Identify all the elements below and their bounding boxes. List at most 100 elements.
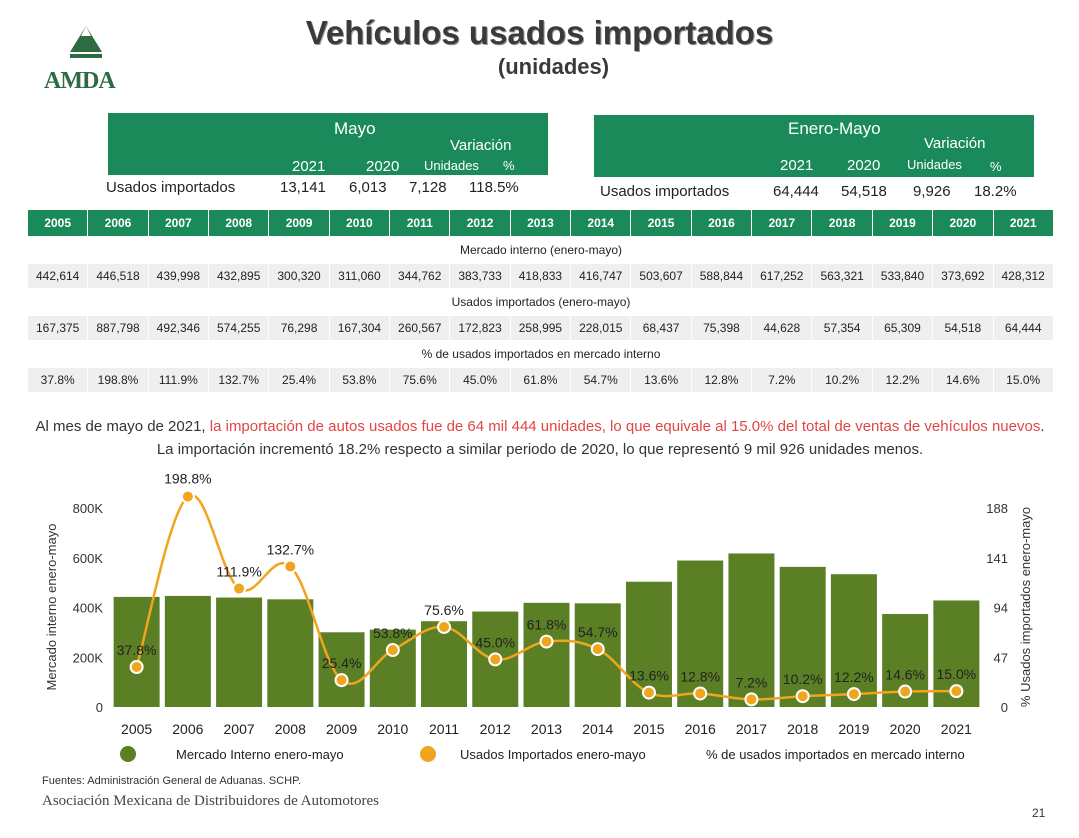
usados-cell-2011: 260,567: [390, 316, 451, 340]
year-header-cell-2009: 2009: [269, 210, 330, 236]
mercado-interno-cell-2005: 442,614: [28, 264, 89, 288]
pct-point-2015: [641, 685, 656, 700]
bar-2006: [164, 595, 211, 707]
pct-cell-2021: 15.0%: [993, 368, 1054, 392]
usados-cell-2007: 492,346: [148, 316, 210, 340]
summary-mayo-row-label: Usados importados: [106, 179, 236, 196]
section-label-usados: Usados importados (enero-mayo): [451, 295, 631, 309]
legend-label-pct: % de usados importados en mercado intern…: [706, 747, 965, 762]
year-header-cell-2007: 2007: [148, 210, 210, 236]
pct-point-2014: [590, 642, 605, 657]
y-left-tick: 0: [96, 700, 103, 715]
pct-data-label-2013: 61.8%: [527, 617, 567, 633]
x-tick-2016: 2016: [685, 721, 716, 737]
pct-point-2018: [795, 689, 810, 704]
mercado-interno-cell-2008: 432,895: [209, 264, 270, 288]
summary-mayo-header: Mayo Variación 2021 2020 Unidades %: [108, 113, 548, 175]
pct-point-2017: [744, 692, 759, 707]
year-header-cell-2012: 2012: [450, 210, 511, 236]
pct-point-2019: [846, 687, 861, 702]
mercado-interno-cell-2010: 311,060: [329, 264, 391, 288]
legend-label-usados: Usados Importados enero-mayo: [460, 747, 646, 762]
pct-cell-2017: 7.2%: [752, 368, 813, 392]
summary-mayo-pct: %: [503, 158, 515, 173]
summary-ene-mayo-var-units: 9,926: [913, 183, 951, 200]
mercado-interno-cell-2018: 563,321: [812, 264, 873, 288]
pct-data-label-2016: 12.8%: [680, 668, 720, 684]
summary-ene-mayo-row: Usados importados 64,444 54,518 9,926 18…: [600, 183, 1040, 203]
summary-mayo-year-b: 2020: [366, 158, 400, 175]
legend-marker-usados: [420, 746, 436, 762]
year-header-cell-2013: 2013: [510, 210, 572, 236]
pct-point-2008: [283, 559, 298, 574]
legend-marker-mercado: [120, 746, 136, 762]
y-right-tick: 47: [994, 650, 1008, 665]
pct-cell-2019: 12.2%: [872, 368, 934, 392]
summary-ene-mayo-year-b: 2020: [847, 157, 881, 174]
usados-cell-2017: 44,628: [752, 316, 813, 340]
usados-cell-2006: 887,798: [88, 316, 149, 340]
x-tick-2020: 2020: [890, 721, 921, 737]
summary-ene-mayo-header: Enero-Mayo Variación 2021 2020 Unidades …: [594, 115, 1034, 177]
x-tick-2017: 2017: [736, 721, 767, 737]
year-header-cell-2018: 2018: [812, 210, 873, 236]
summary-ene-mayo-variacion: Variación: [924, 135, 986, 152]
pct-data-label-2005: 37.8%: [117, 642, 157, 658]
pct-cell-2014: 54.7%: [571, 368, 632, 392]
x-tick-2006: 2006: [172, 721, 203, 737]
pct-row: 37.8% 198.8% 111.9% 132.7% 25.4% 53.8% 75.6% 45…: [28, 368, 1054, 392]
pct-data-label-2011: 75.6%: [424, 602, 464, 618]
year-header-cell-2010: 2010: [329, 210, 391, 236]
mercado-interno-cell-2014: 416,747: [571, 264, 632, 288]
y-left-axis-title: Mercado interno enero-mayo: [44, 524, 59, 691]
bar-2008: [267, 599, 314, 707]
mercado-interno-cell-2020: 373,692: [933, 264, 994, 288]
y-left-tick: 800K: [73, 501, 104, 516]
summary-mayo-var-units: 7,128: [409, 179, 447, 196]
mercado-interno-cell-2007: 439,998: [148, 264, 210, 288]
x-tick-2018: 2018: [787, 721, 818, 737]
pct-data-label-2010: 53.8%: [373, 625, 413, 641]
mercado-interno-cell-2006: 446,518: [88, 264, 149, 288]
usados-cell-2012: 172,823: [450, 316, 511, 340]
mercado-interno-row: 442,614 446,518 439,998 432,895 300,320 311,0…: [28, 264, 1054, 288]
pct-point-2006: [180, 489, 195, 504]
year-header-cell-2021: 2021: [993, 210, 1054, 236]
year-header-row: 2005 2006 2007 2008 2009 2010 2011 2012 2013 2014…: [28, 210, 1054, 236]
y-right-tick: 0: [1001, 700, 1008, 715]
pct-point-2021: [949, 684, 964, 699]
year-header-cell-2016: 2016: [691, 210, 753, 236]
section-label-mercado: Mercado interno (enero-mayo): [459, 243, 623, 257]
pct-data-label-2012: 45.0%: [475, 634, 515, 650]
pct-cell-2005: 37.8%: [28, 368, 89, 392]
page-subtitle: (unidades): [497, 54, 610, 79]
x-tick-2008: 2008: [275, 721, 306, 737]
usados-row: 167,375 887,798 492,346 574,255 76,298 167,30…: [28, 316, 1054, 340]
pct-point-2012: [488, 652, 503, 667]
x-tick-2009: 2009: [326, 721, 357, 737]
pct-cell-2012: 45.0%: [450, 368, 511, 392]
pct-cell-2015: 13.6%: [631, 368, 692, 392]
pct-data-label-2007: 111.9%: [216, 564, 261, 580]
pct-data-label-2006: 198.8%: [164, 471, 211, 487]
bar-2019: [830, 574, 877, 707]
pct-point-2020: [898, 684, 913, 699]
pct-point-2005: [129, 659, 144, 674]
mercado-interno-cell-2012: 383,733: [450, 264, 511, 288]
pct-data-label-2014: 54.7%: [578, 624, 618, 640]
bar-2009: [318, 632, 365, 707]
paragraph-highlight: la importación de autos usados fue de 64…: [209, 418, 1041, 435]
year-header-cell-2005: 2005: [28, 210, 89, 236]
usados-cell-2010: 167,304: [329, 316, 391, 340]
mercado-interno-cell-2013: 418,833: [510, 264, 572, 288]
year-header-cell-2019: 2019: [872, 210, 934, 236]
summary-ene-mayo-unidades: Unidades: [907, 157, 962, 172]
bar-2018: [779, 566, 826, 707]
usados-cell-2009: 76,298: [269, 316, 330, 340]
pct-point-2009: [334, 673, 349, 688]
x-tick-2021: 2021: [941, 721, 972, 737]
logo-text: AMDA: [44, 68, 116, 94]
x-tick-2007: 2007: [224, 721, 255, 737]
pct-cell-2013: 61.8%: [510, 368, 572, 392]
pct-point-2016: [693, 686, 708, 701]
